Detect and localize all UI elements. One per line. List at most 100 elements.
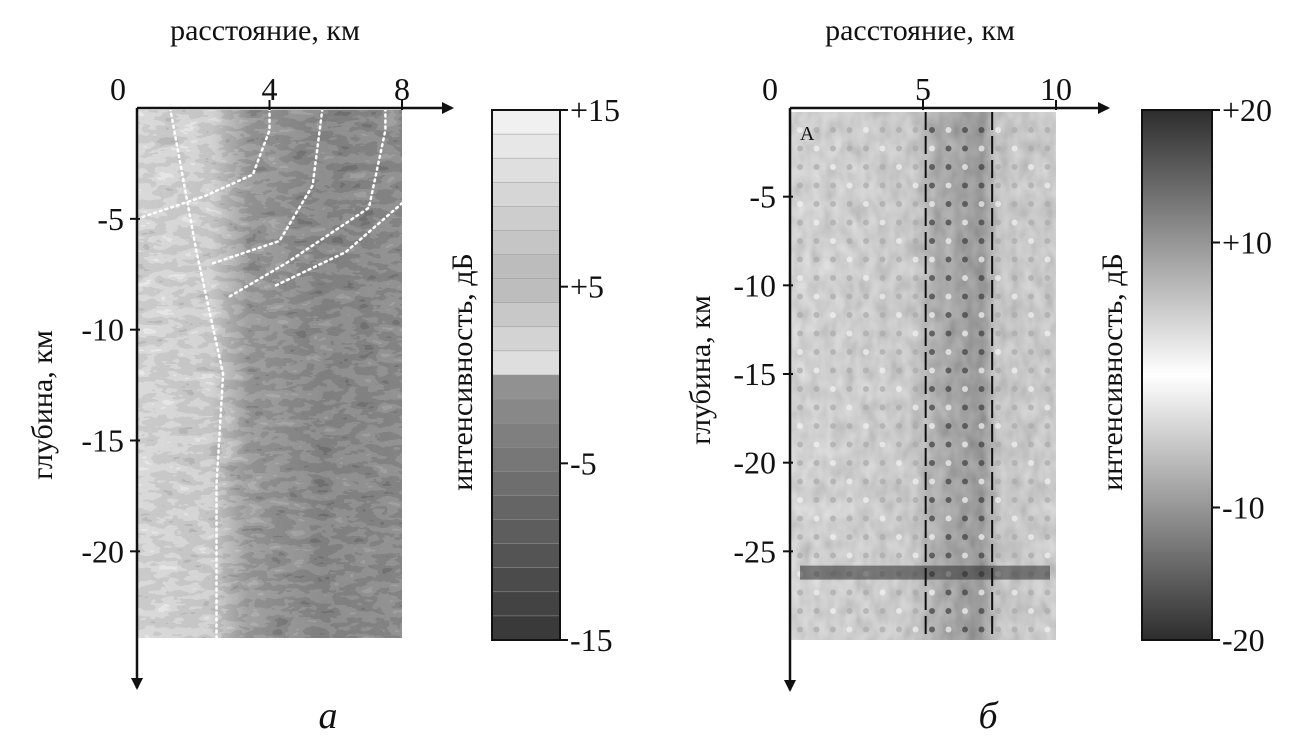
panel-b-heatmap-dot [945, 608, 952, 614]
panel-b-heatmap-dot [912, 127, 919, 133]
panel-b-heatmap-dot [813, 404, 820, 411]
panel-b-heatmap-dot [912, 145, 919, 152]
panel-b-heatmap-dot [797, 589, 803, 596]
panel-b-heatmap-dot [797, 423, 803, 429]
panel-b-heatmap-dot [863, 238, 869, 244]
panel-b-heatmap-dot [1044, 330, 1051, 337]
panel-b-heatmap-dot [978, 589, 985, 596]
panel-b-heatmap-dot [945, 626, 952, 633]
panel-b-heatmap-dot [797, 201, 803, 207]
panel-a-colorbar-step [491, 230, 561, 256]
panel-b-heatmap-dot [1011, 275, 1018, 281]
panel-b-heatmap-dot [1011, 164, 1018, 170]
panel-b-heatmap-dot [1028, 589, 1034, 596]
panel-b-heatmap-dot [896, 238, 902, 244]
panel-b-heatmap-dot [830, 515, 836, 522]
panel-b-heatmap-dot [896, 460, 902, 466]
panel-b-heatmap-dot [1028, 497, 1034, 503]
panel-b-heatmap-dot [879, 330, 886, 337]
panel-b-heatmap-dot [978, 608, 985, 614]
panel-b-heatmap-dot [962, 330, 968, 337]
panel-b-heatmap-dot [912, 589, 919, 596]
panel-b-heatmap-dot [879, 219, 886, 226]
panel-b-heatmap-dot [995, 404, 1001, 411]
panel-b-heatmap-dot [797, 552, 803, 559]
panel-b-heatmap-dot [879, 349, 886, 355]
panel-b-heatmap-dot [896, 626, 902, 633]
panel-b-heatmap-dot [846, 515, 853, 522]
panel-b-heatmap-dot [879, 626, 886, 633]
panel-b-x-title: расстояние, км [825, 14, 1015, 47]
panel-b-heatmap-dot [797, 293, 803, 300]
panel-b-heatmap-dot [863, 497, 869, 503]
panel-b-heatmap-dot [863, 589, 869, 596]
panel-b-heatmap-dot [1028, 478, 1034, 485]
panel-b-heatmap-dot [978, 127, 985, 133]
panel-b-heatmap-dot [863, 145, 869, 152]
panel-b-heatmap-dot [830, 312, 836, 318]
panel-b-heatmap-dot [830, 164, 836, 170]
panel-b-heatmap-dot [896, 293, 902, 300]
panel-b-heatmap-dot [813, 256, 820, 263]
panel-b-heatmap-dot [929, 552, 935, 559]
panel-b-heatmap-dot [995, 478, 1001, 485]
panel-a-colorbar-ticks: +15 +5 -5 -15 [560, 92, 620, 658]
panel-b-heatmap-dot [813, 460, 820, 466]
panel-a-colorbar-step [491, 133, 561, 159]
panel-a-x-tick-label: 8 [394, 71, 410, 107]
panel-a-x-ticks: 0 4 8 [110, 71, 410, 110]
panel-b-heatmap-dot [879, 534, 886, 540]
panel-b-heatmap-dot [945, 164, 952, 170]
panel-b-heatmap-dot [1011, 441, 1018, 448]
panel-b-heatmap-dot [830, 386, 836, 392]
panel-a-colorbar-step [491, 422, 561, 449]
panel-b-heatmap-dot [813, 423, 820, 429]
panel-b-heatmap-dot [846, 293, 853, 300]
panel-b-heatmap-dot [797, 256, 803, 263]
panel-b-heatmap-dot [896, 312, 902, 318]
panel-a-colorbar-step [491, 254, 561, 280]
panel-b-heatmap-texture [790, 112, 1056, 640]
panel-b-y-tick-label: -20 [733, 445, 776, 481]
panel-b-heatmap-dot [863, 367, 869, 374]
panel-b-heatmap-dot [797, 219, 803, 226]
panel-b-heatmap-dot [1011, 312, 1018, 318]
panel-b-heatmap-dot [846, 404, 853, 411]
panel-b-heatmap-dot [863, 312, 869, 318]
panel-b-heatmap-dot [797, 367, 803, 374]
panel-a-colorbar-tick-label: -15 [570, 622, 613, 658]
panel-b-heatmap-dot [929, 460, 935, 466]
panel-b-heatmap-dot [797, 626, 803, 633]
panel-b-heatmap-dot [978, 404, 985, 411]
panel-b-heatmap-dot [879, 608, 886, 614]
panel-a-overlay-line [135, 106, 271, 221]
panel-b-heatmap-dot [846, 478, 853, 485]
panel-b-heatmap-dot [995, 367, 1001, 374]
panel-b-heatmap-dot [978, 256, 985, 263]
panel-b-heatmap-dot [995, 293, 1001, 300]
panel-b-heatmap-dot [830, 497, 836, 503]
panel-b-heatmap-dot [879, 515, 886, 522]
panel-b-heatmap-dot [995, 182, 1001, 189]
panel-b-heatmap-dot [896, 515, 902, 522]
panel-b-heatmap-dot [1044, 423, 1051, 429]
panel-b-heatmap-dot [863, 330, 869, 337]
panel-b-heatmap-dot [879, 256, 886, 263]
panel-a-overlay-line [274, 202, 404, 287]
panel-b-heatmap-dot [797, 127, 803, 133]
panel-b-heatmap-dot [1011, 293, 1018, 300]
panel-a-colorbar-step [491, 350, 561, 376]
panel-a-y-tick-label: -20 [81, 533, 124, 569]
panel-b-heatmap-dot [896, 497, 902, 503]
panel-b-heatmap-dot [945, 478, 952, 485]
panel-b-heatmap-dot [1028, 552, 1034, 559]
panel-b-heatmap-dot [813, 219, 820, 226]
panel-b-colorbar-ticks: +20 +10 -10 -20 [1212, 92, 1272, 658]
panel-b-heatmap-dot [896, 127, 902, 133]
panel-a-colorbar-step [491, 302, 561, 328]
panel-b-heatmap-dot [1011, 182, 1018, 189]
panel-b-heatmap-dot [945, 534, 952, 540]
panel-a-overlay-line [168, 106, 225, 642]
panel-b-heatmap-dot [945, 460, 952, 466]
panel-b-heatmap-dot [995, 515, 1001, 522]
